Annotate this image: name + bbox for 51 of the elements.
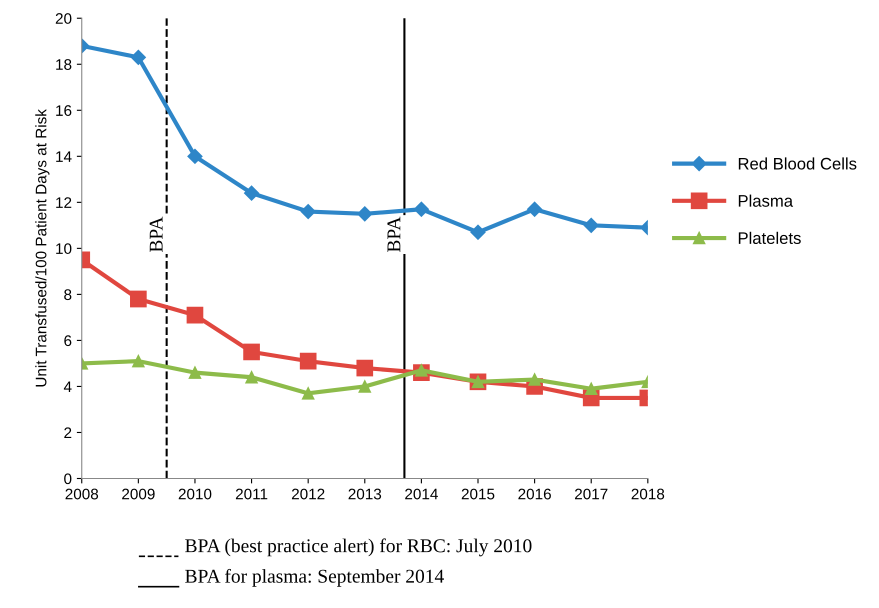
point: [186, 306, 204, 324]
y-axis-title: Unit Transfused/100 Patient Days at Risk: [35, 109, 50, 386]
text: BPA for plasma: September 2014: [185, 568, 444, 587]
x-tick-label: 2012: [292, 488, 324, 500]
x-tick-label: 2008: [66, 488, 98, 500]
point: [300, 204, 316, 220]
y-tick-label: 4: [64, 381, 72, 392]
x-tick-label: 2015: [462, 488, 494, 500]
y-tick-label: 18: [56, 59, 72, 70]
point: [357, 206, 372, 222]
point: [300, 352, 317, 370]
point: [187, 148, 203, 164]
point: [358, 380, 372, 393]
point: [302, 387, 314, 400]
text: BPA (best practice alert) for RBC: July 2010: [185, 538, 532, 556]
x-tick-label: 2014: [405, 488, 438, 500]
point: [584, 218, 599, 233]
y-tick-label: 0: [64, 473, 72, 484]
y-tick-label: 10: [56, 243, 72, 254]
point: [130, 50, 146, 65]
y-tick-label: 6: [64, 335, 72, 346]
legend-label: Red Blood Cells: [738, 157, 856, 170]
point: [188, 366, 202, 379]
legend-label: Platelets: [738, 232, 801, 244]
point: [470, 224, 486, 240]
x-tick-label: 2018: [632, 488, 664, 500]
x-tick-label: 2017: [574, 488, 608, 500]
point: [245, 370, 258, 384]
y-tick-label: 8: [64, 289, 72, 300]
point: [132, 354, 145, 368]
ref-line-label: BPA: [150, 216, 163, 252]
point: [527, 202, 542, 217]
x-tick-label: 2011: [236, 488, 268, 500]
point: [356, 360, 374, 376]
ref-line-label: BPA: [387, 216, 400, 252]
y-tick-label: 2: [64, 427, 72, 438]
point: [528, 373, 541, 386]
y-tick-label: 20: [56, 13, 72, 24]
x-tick-label: 2010: [178, 488, 212, 500]
point: [414, 202, 429, 217]
x-tick-label: 2013: [348, 488, 382, 500]
x-tick-label: 2016: [518, 488, 551, 500]
y-tick-label: 12: [56, 197, 72, 208]
point: [243, 344, 260, 360]
y-tick-label: 16: [56, 105, 72, 116]
point: [244, 186, 260, 201]
y-tick-label: 14: [56, 151, 72, 162]
legend-label: Plasma: [738, 194, 794, 207]
point: [130, 290, 147, 308]
point: [584, 382, 598, 395]
x-tick-label: 2009: [122, 488, 155, 500]
